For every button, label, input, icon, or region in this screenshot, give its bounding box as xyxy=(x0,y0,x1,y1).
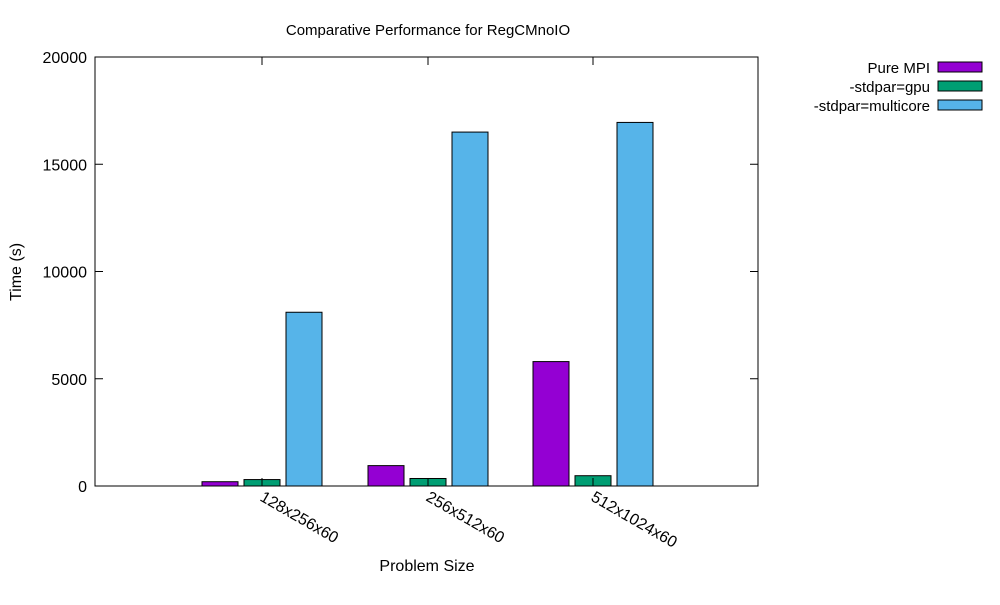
legend: Pure MPI -stdpar=gpu -stdpar=multicore xyxy=(814,60,983,115)
y-axis-label: Time (s) xyxy=(8,243,25,301)
x-axis-label: Problem Size xyxy=(379,558,474,575)
bar-series-group xyxy=(201,121,654,487)
y-tick-label: 10000 xyxy=(43,265,88,282)
bar-3-3 xyxy=(616,121,654,487)
legend-label: -stdpar=gpu xyxy=(850,79,930,96)
x-tick-label: 512x1024x60 xyxy=(588,489,680,552)
legend-label: -stdpar=multicore xyxy=(814,98,930,115)
bar-3-1 xyxy=(285,311,323,487)
y-tick-label: 0 xyxy=(78,479,87,496)
y-tick-label: 5000 xyxy=(51,372,87,389)
chart-title: Comparative Performance for RegCMnoIO xyxy=(286,22,570,39)
bar-1-2 xyxy=(367,465,405,487)
bar-3-2 xyxy=(451,131,489,487)
y-tick-label: 15000 xyxy=(43,157,88,174)
legend-swatch xyxy=(937,61,983,73)
plot-area-frame xyxy=(94,56,759,487)
legend-label: Pure MPI xyxy=(867,60,930,77)
bar-1-3 xyxy=(532,361,570,487)
legend-swatch xyxy=(937,99,983,111)
y-axis-ticks: 0 5000 10000 15000 20000 xyxy=(43,50,758,496)
y-tick-label: 20000 xyxy=(43,50,88,67)
bar-1-1 xyxy=(201,481,239,487)
x-tick-label: 256x512x60 xyxy=(423,489,507,547)
legend-swatch xyxy=(937,80,983,92)
x-tick-label: 128x256x60 xyxy=(257,489,341,547)
